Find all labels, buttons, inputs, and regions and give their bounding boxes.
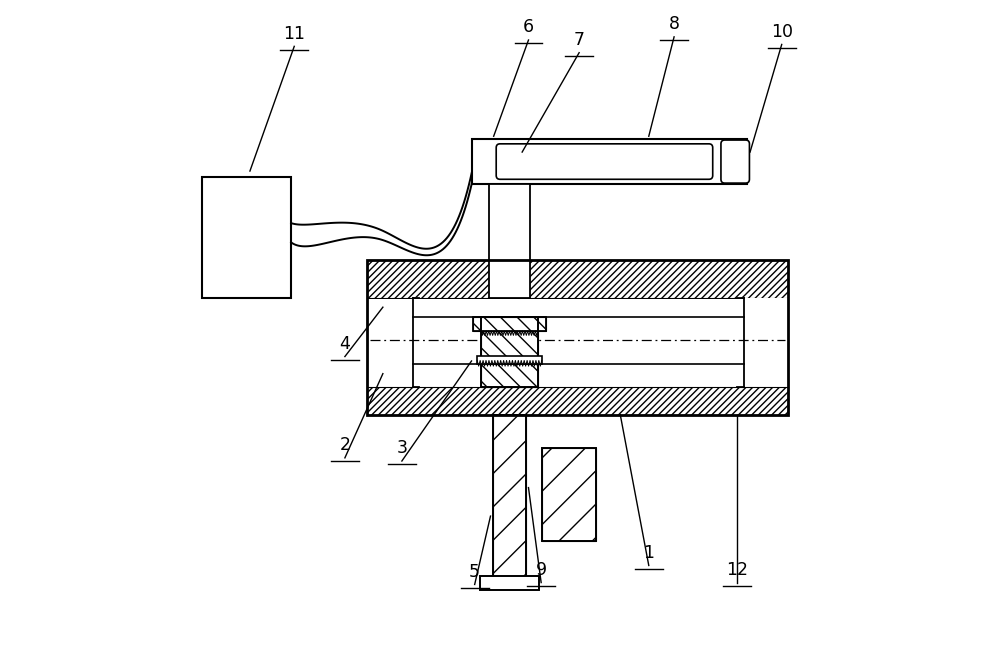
Bar [493, 415, 526, 583]
Text: 2: 2 [339, 436, 350, 454]
Text: 12: 12 [726, 561, 748, 579]
Bar [744, 298, 788, 386]
Bar [367, 260, 788, 298]
Text: 9: 9 [536, 561, 547, 579]
Text: 11: 11 [283, 25, 305, 43]
Text: 8: 8 [669, 15, 680, 33]
Bar [493, 415, 526, 583]
Bar [489, 183, 530, 298]
Text: 6: 6 [523, 18, 534, 36]
FancyBboxPatch shape [721, 140, 749, 183]
Text: 7: 7 [574, 31, 585, 49]
FancyBboxPatch shape [496, 144, 713, 180]
Bar [202, 178, 291, 298]
Text: 4: 4 [339, 335, 350, 353]
Bar [542, 448, 596, 541]
Bar [472, 140, 747, 183]
Text: 5: 5 [469, 563, 480, 581]
Text: 1: 1 [643, 544, 654, 561]
Bar [368, 299, 412, 386]
Bar [477, 356, 542, 364]
Text: 10: 10 [771, 23, 793, 41]
Bar [367, 260, 788, 415]
Bar [542, 448, 596, 541]
Bar [481, 317, 538, 387]
Bar [367, 387, 788, 415]
Bar [480, 576, 539, 590]
Bar [481, 317, 538, 387]
Bar [473, 317, 546, 331]
Bar [473, 317, 546, 331]
Text: 3: 3 [396, 439, 407, 457]
Bar [368, 299, 787, 386]
